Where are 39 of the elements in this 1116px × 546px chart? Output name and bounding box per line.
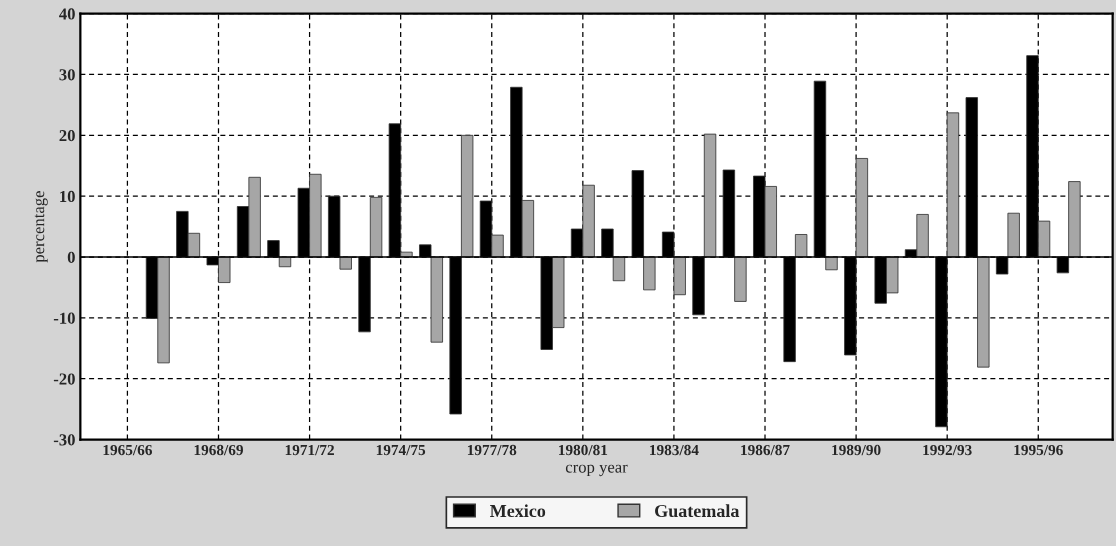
x-tick-label: 1983/84 xyxy=(650,444,699,456)
y-axis-title: percentage xyxy=(34,191,48,263)
x-tick-label: 1989/90 xyxy=(832,444,881,456)
bar xyxy=(1007,212,1020,258)
legend-label: Guatemala xyxy=(655,504,740,518)
x-tick-label: 1977/78 xyxy=(467,444,517,456)
bar xyxy=(855,158,869,258)
bar xyxy=(825,256,838,271)
y-tick-label: 30 xyxy=(59,69,75,81)
bar xyxy=(673,256,686,296)
bar xyxy=(703,133,717,258)
bar xyxy=(1068,181,1081,258)
bar xyxy=(369,196,383,258)
y-tick-label: 10 xyxy=(60,190,75,203)
x-tick-label: 1974/75 xyxy=(376,444,426,456)
bar xyxy=(977,256,990,368)
x-tick-label: 1986/87 xyxy=(741,444,790,456)
x-tick-label: 1968/69 xyxy=(194,444,243,456)
y-tick-label: -10 xyxy=(53,312,75,324)
bar xyxy=(643,256,656,291)
y-tick-label: -20 xyxy=(53,373,75,385)
x-tick-label: 1992/93 xyxy=(923,444,972,456)
x-tick-label: 1980/81 xyxy=(559,444,608,456)
x-tick-label: 1995/96 xyxy=(1014,444,1063,456)
bar xyxy=(946,112,960,258)
bar xyxy=(612,256,626,282)
y-tick-label: 40 xyxy=(59,8,75,20)
x-tick-label: 1971/72 xyxy=(285,444,334,456)
y-tick-label: -30 xyxy=(53,434,75,446)
bar xyxy=(734,256,747,302)
legend-label: Mexico xyxy=(490,504,546,518)
bar xyxy=(430,256,443,343)
bar xyxy=(460,134,474,258)
x-axis-title: crop year xyxy=(565,464,628,477)
y-tick-label: 20 xyxy=(59,130,75,142)
y-tick-label: 0 xyxy=(67,251,75,263)
x-tick-label: 1965/66 xyxy=(103,444,153,456)
bar xyxy=(339,256,352,270)
bar xyxy=(794,234,808,258)
